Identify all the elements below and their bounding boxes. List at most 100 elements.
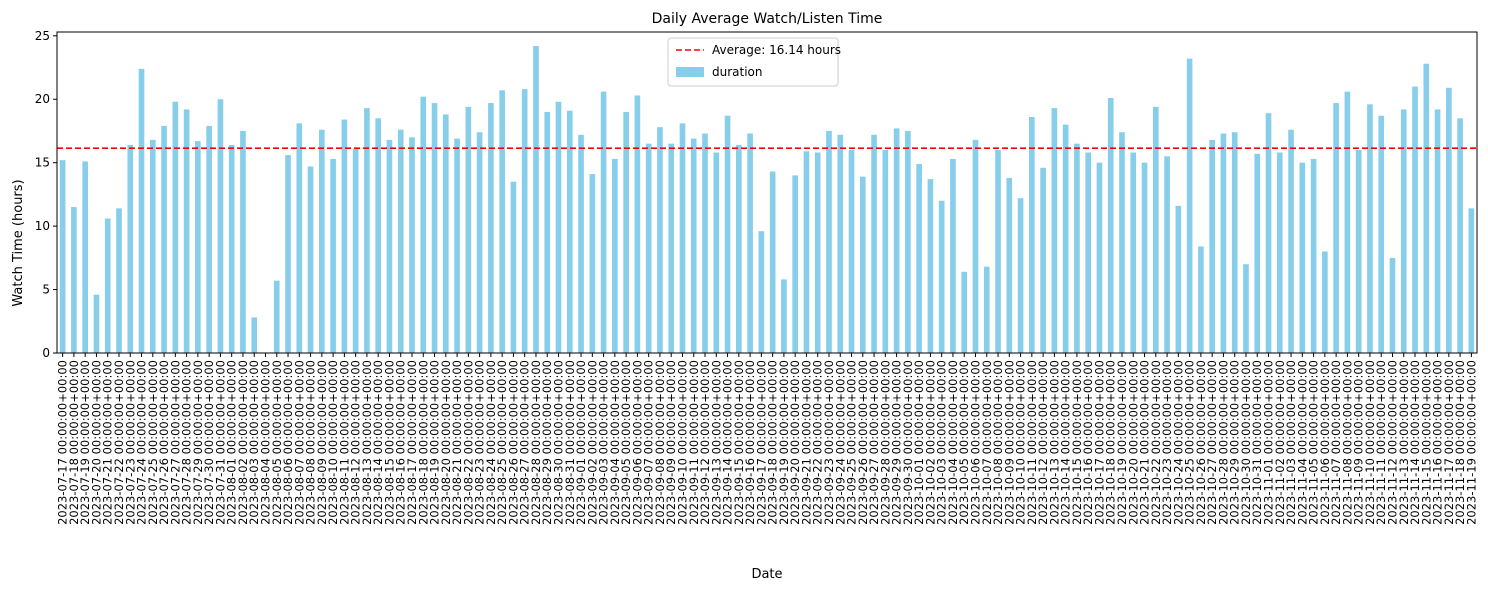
bar — [510, 181, 517, 353]
bar — [1468, 208, 1475, 353]
x-tick-label: 2023-08-13 00:00:00+00:00 — [360, 360, 374, 525]
bar — [713, 152, 720, 353]
bar — [555, 101, 562, 353]
bar — [273, 280, 280, 353]
bar — [1152, 106, 1159, 353]
bar — [927, 179, 934, 353]
x-tick-label: 2023-09-27 00:00:00+00:00 — [867, 360, 881, 525]
bar — [950, 158, 956, 353]
x-tick-label: 2023-10-25 00:00:00+00:00 — [1183, 360, 1197, 525]
x-tick-label: 2023-09-09 00:00:00+00:00 — [664, 360, 678, 525]
x-tick-label: 2023-11-14 00:00:00+00:00 — [1408, 360, 1422, 525]
bar — [1085, 152, 1091, 353]
bar — [1333, 103, 1339, 353]
bar — [792, 175, 798, 353]
bar — [882, 150, 889, 353]
x-tick-label: 2023-09-17 00:00:00+00:00 — [754, 360, 768, 525]
x-tick-label: 2023-10-16 00:00:00+00:00 — [1081, 360, 1095, 525]
x-tick-label: 2023-08-17 00:00:00+00:00 — [405, 360, 419, 525]
bar — [82, 161, 88, 353]
bar — [116, 208, 122, 353]
x-tick-label: 2023-08-04 00:00:00+00:00 — [258, 360, 272, 525]
bar — [1389, 257, 1396, 353]
bar — [657, 127, 663, 353]
bar — [1040, 167, 1046, 353]
x-tick-label: 2023-09-13 00:00:00+00:00 — [709, 360, 723, 525]
x-tick-label: 2023-08-29 00:00:00+00:00 — [540, 360, 554, 525]
x-tick-label: 2023-10-04 00:00:00+00:00 — [946, 360, 960, 525]
bar — [1355, 150, 1362, 353]
x-tick-label: 2023-11-08 00:00:00+00:00 — [1340, 360, 1354, 525]
bar — [938, 200, 945, 353]
x-tick-label: 2023-07-27 00:00:00+00:00 — [168, 360, 182, 525]
bar — [1344, 91, 1351, 353]
x-tick-label: 2023-08-30 00:00:00+00:00 — [552, 360, 566, 525]
x-tick-label: 2023-11-01 00:00:00+00:00 — [1262, 360, 1276, 525]
x-tick-label: 2023-11-11 00:00:00+00:00 — [1374, 360, 1388, 525]
bar — [217, 99, 224, 353]
x-tick-label: 2023-08-09 00:00:00+00:00 — [315, 360, 329, 525]
chart-title: Daily Average Watch/Listen Time — [652, 11, 883, 27]
x-tick-label: 2023-08-05 00:00:00+00:00 — [270, 360, 284, 525]
x-tick-label: 2023-09-29 00:00:00+00:00 — [890, 360, 904, 525]
x-tick-label: 2023-09-15 00:00:00+00:00 — [732, 360, 746, 525]
y-tick-labels: 0 5 10 15 20 25 — [35, 29, 57, 360]
x-tick-label: 2023-11-06 00:00:00+00:00 — [1318, 360, 1332, 525]
bar — [533, 45, 539, 354]
x-tick-label: 2023-09-22 00:00:00+00:00 — [811, 360, 825, 525]
bar — [1254, 153, 1261, 353]
x-tick-label: 2023-09-12 00:00:00+00:00 — [698, 360, 712, 525]
bar — [195, 141, 201, 353]
bar — [352, 148, 359, 353]
bar — [871, 134, 877, 353]
x-tick-label: 2023-10-26 00:00:00+00:00 — [1194, 360, 1208, 525]
bar — [995, 150, 1001, 353]
bar — [1243, 264, 1249, 353]
bar — [1412, 86, 1418, 353]
bar — [1322, 251, 1328, 353]
x-tick-label: 2023-10-06 00:00:00+00:00 — [968, 360, 982, 525]
bar — [781, 279, 787, 353]
x-tick-label: 2023-10-10 00:00:00+00:00 — [1014, 360, 1028, 525]
x-tick-label: 2023-11-09 00:00:00+00:00 — [1352, 360, 1366, 525]
bar — [859, 176, 866, 353]
y-tick-label: 0 — [42, 346, 50, 360]
bar — [1378, 115, 1385, 354]
bar — [409, 137, 415, 353]
bar — [1029, 117, 1035, 353]
x-tick-label: 2023-08-23 00:00:00+00:00 — [473, 360, 487, 525]
x-tick-label: 2023-08-14 00:00:00+00:00 — [371, 360, 385, 525]
bar — [848, 150, 855, 353]
bar — [442, 114, 449, 353]
bar — [161, 125, 167, 353]
x-tick-label: 2023-11-03 00:00:00+00:00 — [1284, 360, 1298, 525]
x-tick-label: 2023-11-07 00:00:00+00:00 — [1329, 360, 1343, 525]
x-tick-label: 2023-10-27 00:00:00+00:00 — [1205, 360, 1219, 525]
bar — [1299, 162, 1306, 353]
bar — [319, 129, 325, 353]
x-tick-label: 2023-11-10 00:00:00+00:00 — [1363, 360, 1377, 525]
x-tick-label: 2023-10-05 00:00:00+00:00 — [957, 360, 971, 525]
bar — [814, 152, 821, 353]
x-tick-label: 2023-08-16 00:00:00+00:00 — [394, 360, 408, 525]
x-tick-label: 2023-07-25 00:00:00+00:00 — [146, 360, 160, 525]
x-tick-label: 2023-07-28 00:00:00+00:00 — [180, 360, 194, 525]
x-tick-label: 2023-07-24 00:00:00+00:00 — [135, 360, 149, 525]
bar — [364, 108, 370, 353]
x-tick-label: 2023-09-25 00:00:00+00:00 — [845, 360, 859, 525]
bar — [1119, 132, 1125, 353]
y-tick-label: 15 — [35, 156, 50, 170]
bar — [420, 96, 427, 354]
bar — [1265, 113, 1272, 353]
bar — [1220, 133, 1227, 353]
axes-group — [56, 31, 1478, 354]
bar — [893, 128, 900, 353]
x-tick-label: 2023-07-18 00:00:00+00:00 — [67, 360, 81, 525]
bar — [1141, 162, 1148, 353]
bar — [307, 166, 314, 353]
x-tick-label: 2023-10-01 00:00:00+00:00 — [912, 360, 926, 525]
x-tick-label: 2023-09-01 00:00:00+00:00 — [574, 360, 588, 525]
bar — [1186, 58, 1193, 353]
bar — [578, 134, 584, 353]
